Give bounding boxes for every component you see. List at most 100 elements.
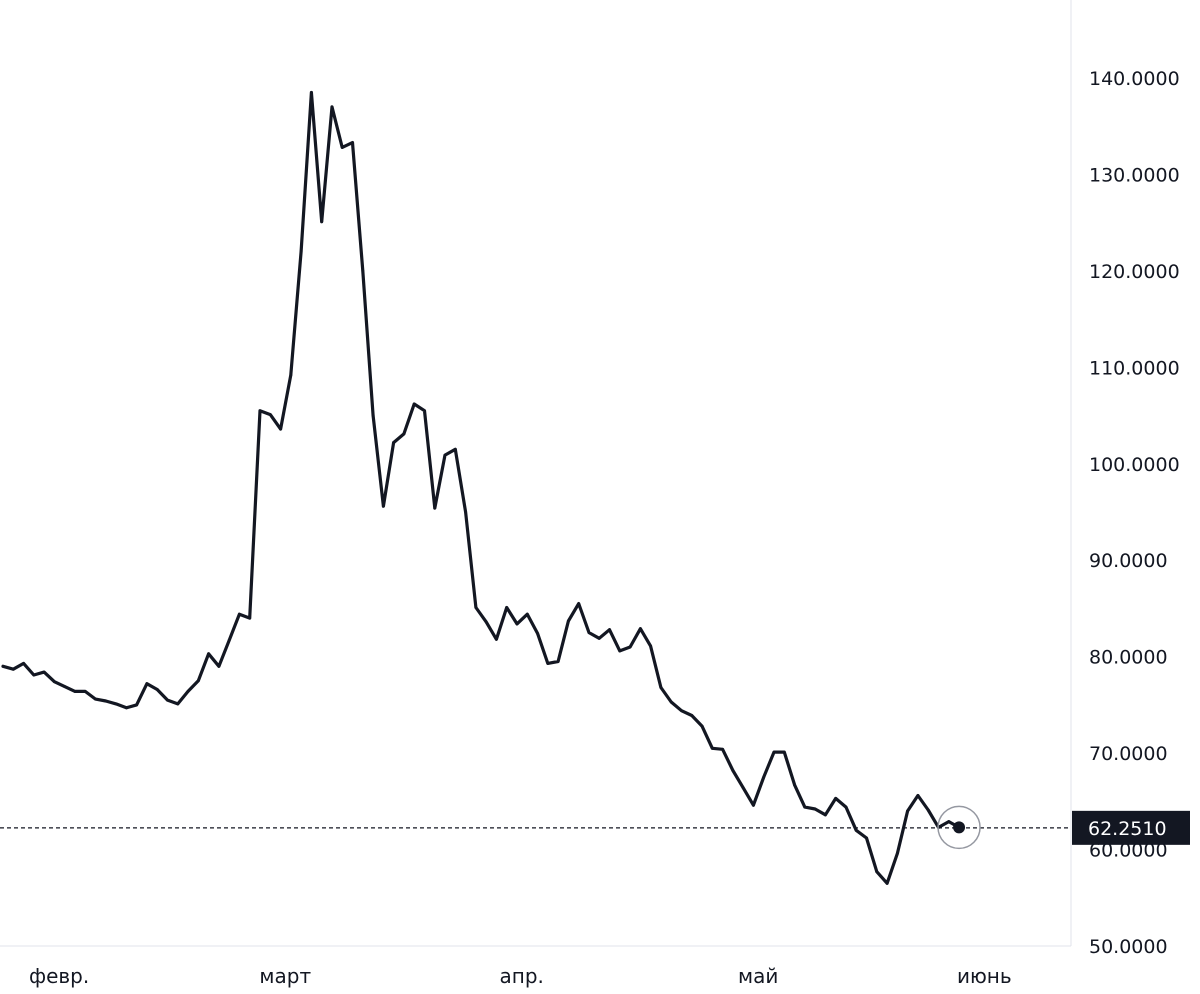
data-point xyxy=(207,652,211,656)
data-point xyxy=(330,105,334,109)
data-point xyxy=(813,807,817,811)
data-point xyxy=(618,649,622,653)
data-point xyxy=(731,769,735,772)
y-tick-label: 100.0000 xyxy=(1089,454,1180,476)
data-point xyxy=(124,706,128,710)
data-point xyxy=(772,750,776,754)
data-point xyxy=(1,664,5,668)
data-point xyxy=(340,146,344,149)
data-point xyxy=(443,453,447,457)
data-point xyxy=(700,724,704,728)
data-point xyxy=(495,637,498,641)
current-price-label-bg xyxy=(1072,810,1190,845)
y-tick-label: 50.0000 xyxy=(1089,936,1168,958)
data-point xyxy=(546,662,550,665)
data-point xyxy=(423,409,426,413)
data-point xyxy=(608,628,611,632)
data-point xyxy=(464,510,467,514)
data-point xyxy=(525,612,529,616)
data-point xyxy=(32,673,36,677)
data-point xyxy=(505,606,509,609)
data-point xyxy=(402,432,406,436)
x-tick-label: июнь xyxy=(957,964,1012,988)
y-tick-label: 70.0000 xyxy=(1089,743,1168,765)
data-point xyxy=(659,686,663,689)
series-line xyxy=(1,90,961,885)
y-tick-label: 120.0000 xyxy=(1089,261,1180,283)
x-tick-label: май xyxy=(738,964,778,988)
y-tick-label: 80.0000 xyxy=(1089,647,1168,669)
data-point xyxy=(453,447,457,451)
data-point xyxy=(865,836,868,840)
data-point xyxy=(597,636,601,640)
data-point xyxy=(916,794,920,797)
series-points xyxy=(1,91,961,885)
data-point xyxy=(392,441,396,444)
last-point-ring xyxy=(937,805,981,850)
data-point xyxy=(155,688,159,691)
data-point xyxy=(381,504,385,508)
data-point xyxy=(556,660,560,663)
data-point xyxy=(145,682,149,686)
data-point xyxy=(710,746,714,750)
data-point xyxy=(762,775,766,779)
x-tick-label: март xyxy=(259,964,311,988)
y-tick-label: 60.0000 xyxy=(1089,840,1168,862)
data-point xyxy=(649,644,653,648)
data-point xyxy=(22,662,25,665)
data-point xyxy=(638,627,642,631)
y-axis: 140.0000 130.0000 120.0000 110.0000 100.0000… xyxy=(1089,68,1180,958)
data-point xyxy=(680,709,683,713)
data-point xyxy=(947,820,951,823)
data-point xyxy=(515,622,519,626)
y-tick-label: 140.0000 xyxy=(1089,68,1180,90)
data-point xyxy=(834,797,838,800)
data-point xyxy=(351,141,354,145)
data-point xyxy=(176,702,180,706)
data-point xyxy=(94,697,97,701)
data-point xyxy=(577,602,581,606)
data-point xyxy=(73,689,77,693)
data-point xyxy=(53,680,56,684)
data-point xyxy=(114,702,118,706)
data-point xyxy=(289,373,293,377)
x-tick-label: апр. xyxy=(500,964,544,988)
data-point xyxy=(248,616,252,620)
data-point xyxy=(474,606,478,609)
data-point xyxy=(690,714,694,717)
data-point xyxy=(268,413,272,416)
data-point xyxy=(484,620,488,624)
data-point xyxy=(83,689,87,693)
data-point xyxy=(752,803,755,807)
data-point xyxy=(721,747,724,751)
data-point xyxy=(186,689,190,693)
data-point xyxy=(166,698,169,702)
y-tick-label: 130.0000 xyxy=(1089,164,1180,186)
data-point xyxy=(885,881,889,885)
data-point xyxy=(895,852,899,855)
data-point xyxy=(782,750,786,754)
data-point xyxy=(42,670,46,674)
data-point xyxy=(824,813,827,817)
data-point xyxy=(258,409,262,413)
y-tick-label: 90.0000 xyxy=(1089,550,1168,572)
data-point xyxy=(567,619,570,623)
data-point xyxy=(803,805,807,809)
data-point xyxy=(238,612,241,616)
data-point xyxy=(196,679,200,683)
data-point xyxy=(11,667,15,671)
data-point xyxy=(741,786,745,790)
data-point xyxy=(299,250,303,254)
x-axis: февр. март апр. май июнь xyxy=(29,964,1012,988)
data-point xyxy=(906,809,910,813)
data-point xyxy=(669,700,673,704)
data-point xyxy=(361,269,365,273)
data-point xyxy=(433,506,437,510)
data-point xyxy=(412,402,416,406)
data-point xyxy=(536,632,539,635)
data-point xyxy=(854,828,858,832)
data-point xyxy=(227,638,231,642)
data-point xyxy=(926,808,930,812)
y-tick-label: 110.0000 xyxy=(1089,357,1180,379)
